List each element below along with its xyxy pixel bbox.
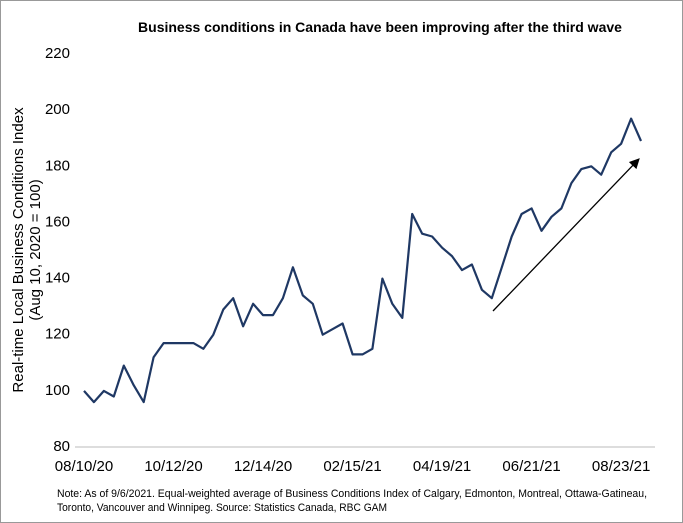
y-tick-label: 220 (45, 45, 70, 62)
trend-arrow (492, 158, 640, 312)
x-tick-label: 10/12/20 (144, 458, 202, 475)
x-tick-label: 06/21/21 (502, 458, 560, 475)
note-line: Toronto, Vancouver and Winnipeg. Source:… (57, 502, 387, 514)
y-tick-label: 80 (53, 438, 70, 455)
x-tick-label: 04/19/21 (413, 458, 471, 475)
x-tick-label: 08/10/20 (55, 458, 113, 475)
y-tick-label: 100 (45, 382, 70, 399)
y-axis-label: Real-time Local Business Conditions Inde… (10, 107, 44, 393)
y-tick-label: 140 (45, 270, 70, 287)
x-tick-label: 02/15/21 (323, 458, 381, 475)
y-tick-label: 160 (45, 213, 70, 230)
x-tick-label: 12/14/20 (234, 458, 292, 475)
y-tick-label: 180 (45, 157, 70, 174)
y-tick-label: 200 (45, 101, 70, 118)
y-tick-label: 120 (45, 326, 70, 343)
y-label-line: Real-time Local Business Conditions Inde… (10, 107, 27, 393)
x-tick-label: 08/23/21 (592, 458, 650, 475)
chart-title: Business conditions in Canada have been … (138, 19, 622, 35)
note-line: Note: As of 9/6/2021. Equal-weighted ave… (57, 488, 647, 500)
y-label-line: (Aug 10, 2020 = 100) (27, 179, 44, 320)
data-line (83, 117, 643, 404)
